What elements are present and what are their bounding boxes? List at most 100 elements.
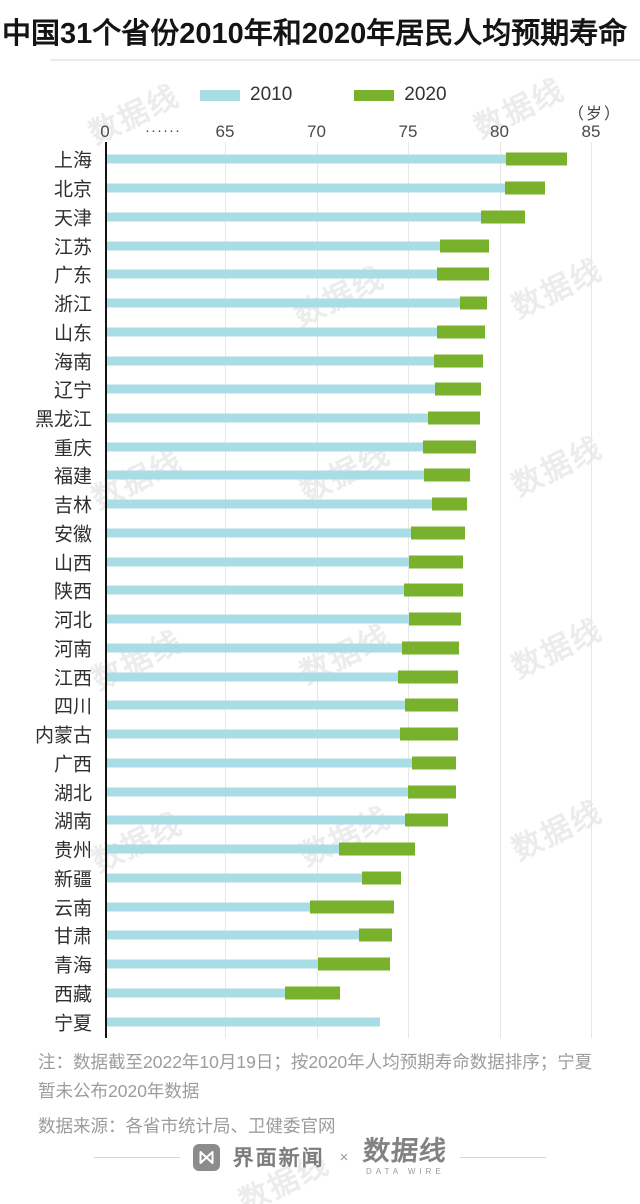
legend: 2010 2020 — [200, 84, 447, 106]
datawire-wordmark: 数据线 — [362, 1136, 449, 1166]
bar-2010-segment — [107, 183, 505, 193]
bar-2020-segment — [397, 670, 458, 684]
bar-2010-segment — [107, 413, 428, 423]
chart-row: 山东 — [0, 317, 640, 346]
bar-2010-segment — [107, 959, 318, 969]
province-label: 浙江 — [53, 294, 92, 316]
chart-row: 江苏 — [0, 231, 640, 260]
province-label: 广西 — [53, 754, 92, 776]
bar-2010-segment — [107, 269, 438, 279]
bar-2010-segment — [107, 787, 408, 797]
chart-row: 内蒙古 — [0, 720, 640, 749]
province-label: 西藏 — [53, 984, 92, 1006]
bar-2020-segment — [412, 756, 456, 770]
province-label: 辽宁 — [53, 380, 92, 402]
province-label: 安徽 — [53, 524, 92, 546]
province-label: 江西 — [53, 668, 92, 690]
bar-2020-segment — [459, 296, 487, 310]
province-label: 河南 — [53, 639, 92, 661]
bar-2010-segment — [107, 499, 432, 509]
chart-row: 甘肃 — [0, 921, 640, 950]
source-text: 数据来源：各省市统计局、卫健委官网 — [38, 1116, 336, 1136]
x-axis-break-dots: ······ — [145, 122, 181, 139]
x-tick-75: 75 — [398, 122, 418, 141]
province-label: 吉林 — [53, 495, 92, 517]
x-tick-80: 80 — [490, 122, 509, 141]
jiemian-news-wordmark: 界面新闻 — [232, 1147, 325, 1170]
bar-2010-segment — [107, 844, 339, 854]
bar-2020-segment — [481, 210, 526, 224]
legend-item-2010: 2010 — [200, 84, 292, 106]
bar-2010-segment — [107, 758, 412, 768]
x-axis-ticks: 0 ······ 65 70 75 80 85 — [0, 122, 640, 144]
bar-2020-segment — [285, 986, 341, 1000]
bar-2010-segment — [107, 356, 434, 366]
bar-2020-segment — [433, 354, 484, 368]
chart-row: 河北 — [0, 605, 640, 634]
bar-2020-segment — [427, 411, 480, 425]
chart-row: 湖南 — [0, 806, 640, 835]
bar-2020-segment — [399, 727, 458, 741]
bar-2010-segment — [107, 327, 437, 337]
chart-row: 西藏 — [0, 978, 640, 1007]
bar-2020-segment — [431, 497, 467, 511]
chart-row: 湖北 — [0, 777, 640, 806]
chart-row: 天津 — [0, 202, 640, 231]
bar-2010-segment — [107, 902, 311, 912]
province-label: 新疆 — [53, 869, 92, 891]
bar-2020-segment — [411, 526, 465, 540]
bar-2010-segment — [107, 557, 409, 567]
bar-2020-segment — [506, 152, 568, 166]
province-label: 福建 — [53, 466, 92, 488]
province-label: 天津 — [53, 208, 92, 230]
bar-2020-segment — [402, 641, 460, 655]
bar-2020-segment — [439, 239, 489, 253]
chart-row: 吉林 — [0, 490, 640, 519]
bar-2010-segment — [107, 154, 507, 164]
bar-2010-segment — [107, 442, 423, 452]
bar-2010-segment — [107, 672, 398, 682]
x-tick-zero: 0 — [100, 122, 110, 141]
chart-row: 陕西 — [0, 576, 640, 605]
province-label: 山西 — [53, 553, 92, 575]
bar-2010-segment — [107, 729, 400, 739]
bar-2020-segment — [504, 181, 546, 195]
chart-row: 福建 — [0, 461, 640, 490]
bar-2010-segment — [107, 470, 424, 480]
chart-row: 青海 — [0, 950, 640, 979]
bar-2020-segment — [437, 267, 489, 281]
collab-x-separator: × — [339, 1148, 349, 1166]
bar-2010-segment — [107, 585, 405, 595]
bar-2010-segment — [107, 212, 482, 222]
province-label: 上海 — [53, 150, 92, 172]
province-label: 山东 — [53, 323, 92, 345]
bar-2010-segment — [107, 988, 285, 998]
province-label: 贵州 — [53, 840, 92, 862]
chart-title: 中国31个省份2010年和2020年居民人均预期寿命 — [2, 18, 628, 50]
note-text: 注：数据截至2022年10月19日；按2020年人均预期寿命数据排序；宁夏暂未公… — [38, 1052, 593, 1101]
bar-2020-segment — [361, 871, 401, 885]
chart-row: 海南 — [0, 346, 640, 375]
chart-row: 浙江 — [0, 289, 640, 318]
bar-2010-segment — [107, 384, 436, 394]
province-label: 宁夏 — [53, 1013, 92, 1035]
bar-2020-segment — [423, 468, 471, 482]
x-tick-65: 65 — [215, 122, 235, 141]
province-label: 陕西 — [53, 581, 92, 603]
chart-row: 山西 — [0, 547, 640, 576]
chart-row: 四川 — [0, 691, 640, 720]
province-label: 江苏 — [53, 237, 92, 259]
province-label: 湖南 — [53, 811, 92, 833]
province-label: 黑龙江 — [34, 409, 92, 431]
datawire-subtitle: DATA WIRE — [365, 1167, 445, 1176]
province-label: 内蒙古 — [34, 725, 92, 747]
gridline-85 — [591, 142, 592, 1038]
bar-2020-segment — [405, 698, 458, 712]
province-label: 北京 — [53, 179, 92, 201]
chart-notes: 注：数据截至2022年10月19日；按2020年人均预期寿命数据排序；宁夏暂未公… — [38, 1048, 604, 1141]
bar-2010-segment — [107, 643, 403, 653]
chart-row: 广西 — [0, 749, 640, 778]
bar-2010-segment — [107, 1017, 381, 1027]
province-label: 湖北 — [53, 783, 92, 805]
chart-row: 广东 — [0, 260, 640, 289]
